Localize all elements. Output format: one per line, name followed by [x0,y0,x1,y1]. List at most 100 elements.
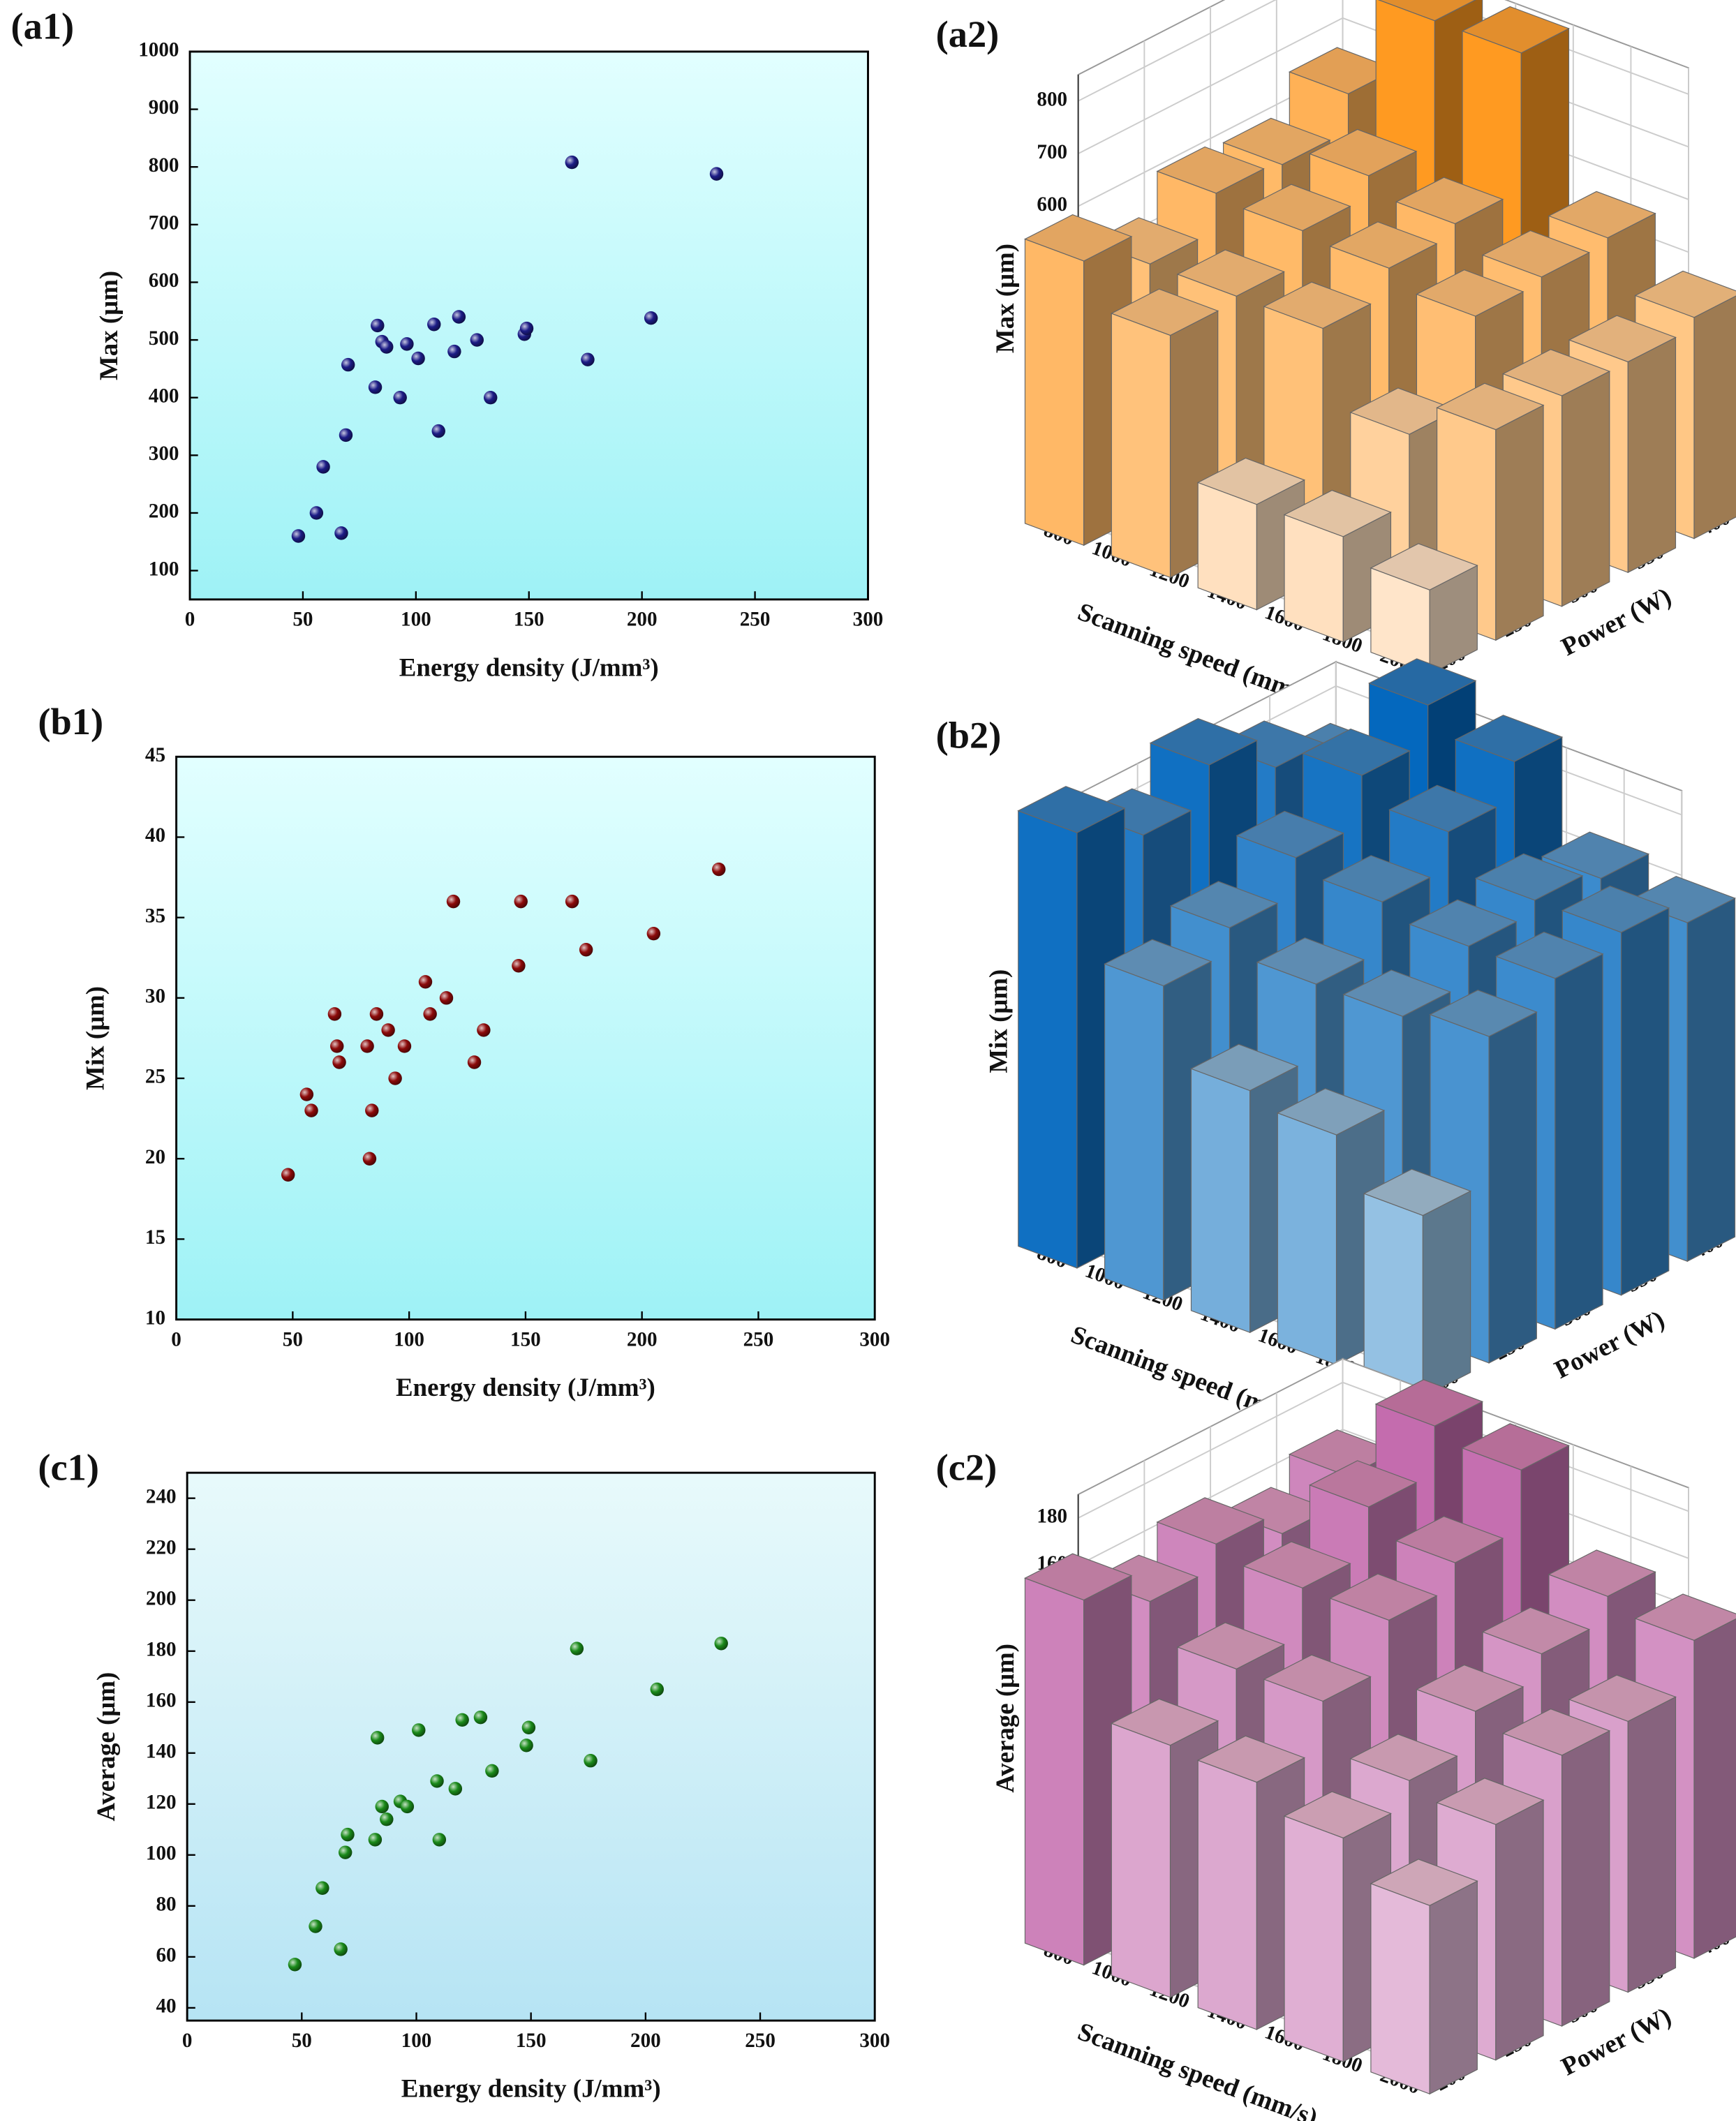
x-tick-label: 0 [171,1328,181,1350]
bar-front [1284,1815,1344,2062]
bar-top [1190,1043,1299,1092]
bar-top [1242,1541,1351,1588]
bar-top [1176,249,1285,297]
scatter-point [646,926,661,941]
bar-top [1501,349,1611,396]
scatter-point [381,1023,395,1037]
scatter-point [430,1774,444,1788]
scatter-point [447,344,461,359]
bar-front [1370,1882,1430,2095]
panel-label: (a2) [936,13,1000,55]
scatter-point [470,333,484,347]
bar-top [1409,899,1518,947]
bar-top [1416,269,1524,317]
scatter-point [371,318,385,333]
x-tick-label: 100 [394,1328,424,1350]
x-tick-label: 50 [283,1328,303,1350]
bar-top [1309,128,1418,177]
z-tick-label: 180 [1037,1505,1067,1528]
bar-side [1422,1190,1471,1398]
scatter-point [369,1007,384,1021]
bar-side [1561,1730,1610,2027]
scatter-point [362,1152,377,1166]
scatter-point [375,1799,389,1814]
x-tick-label: 150 [514,609,544,631]
z-tick-label: 700 [1037,141,1067,163]
y-tick-label: 800 [149,154,179,177]
scatter-point [304,1103,318,1117]
scatter-point [360,1039,374,1053]
bar-top [1561,885,1670,933]
bar-front [1363,1193,1423,1398]
scatter-point [431,424,445,438]
z-axis-label: Average (μm) [991,1644,1020,1793]
bar-top [1395,1516,1504,1563]
bar-top [1110,1698,1219,1746]
z-axis-label: Mix (μm) [984,969,1013,1073]
bar-top [1416,1664,1524,1712]
scatter-point [446,894,461,909]
bar-top [1363,1168,1472,1216]
y-tick-label: 180 [146,1638,177,1660]
bar-front [1197,482,1257,611]
bar-top [1024,214,1133,262]
bar-top [1263,1654,1372,1702]
bar-top [1017,786,1126,833]
y-tick-label: 140 [146,1740,177,1762]
bar-side [1686,898,1736,1263]
bar-top [1263,281,1372,329]
bar-top [1169,881,1279,928]
bar-top [1461,1423,1570,1471]
bar-top [1378,0,1476,22]
scatter-point [712,862,726,877]
y-tick-label: 60 [156,1944,176,1967]
bar-top [1454,715,1564,762]
bar-top [1302,728,1411,776]
scatter-point [455,1713,469,1727]
scatter-point [288,1958,302,1972]
scatter-point [452,310,466,324]
bar-top [1283,489,1392,537]
scatter-point [368,380,383,394]
scatter-point [467,1055,482,1069]
y-tick-label: 600 [149,269,179,292]
y-tick-label: 160 [146,1689,177,1711]
bar [1110,1698,1219,1998]
x-tick-label: 250 [743,1328,774,1350]
panel-label: (c1) [38,1447,99,1489]
bar-side [1693,295,1736,539]
scatter-point [519,1739,533,1752]
bar-top [1309,1460,1418,1508]
scatter-point [291,529,306,543]
y-tick-label: 300 [149,442,179,465]
x-tick-label: 250 [740,609,771,631]
bar-top [1388,784,1497,833]
bar-top [1475,853,1584,901]
y-tick-label: 30 [145,985,165,1008]
bar-front [1277,1112,1337,1366]
x-tick-label: 0 [185,609,195,631]
scatter-point [334,1942,348,1956]
bar-side [1561,371,1610,607]
bar-side [1620,907,1670,1296]
scatter-point [309,506,324,520]
scatter-point [341,357,355,372]
bar-front [1111,1722,1171,1998]
scatter-point [316,460,330,474]
scatter-point [330,1039,344,1053]
x-tick-label: 0 [182,2030,193,2052]
scatter-point [309,1919,322,1933]
bar-side [1627,336,1677,574]
bar-side [1627,1696,1677,1993]
bar-front [1190,1068,1251,1334]
bar-top [1149,717,1259,766]
scatter-point [327,1007,342,1021]
x-tick-label: 300 [859,1328,890,1350]
bar-top [1370,1859,1478,1906]
bar-top [1634,1593,1736,1641]
bar-front [1024,1577,1085,1966]
x-tick-label: 200 [630,2030,661,2052]
bar-front [1111,313,1171,579]
panel-label: (c2) [936,1447,997,1489]
